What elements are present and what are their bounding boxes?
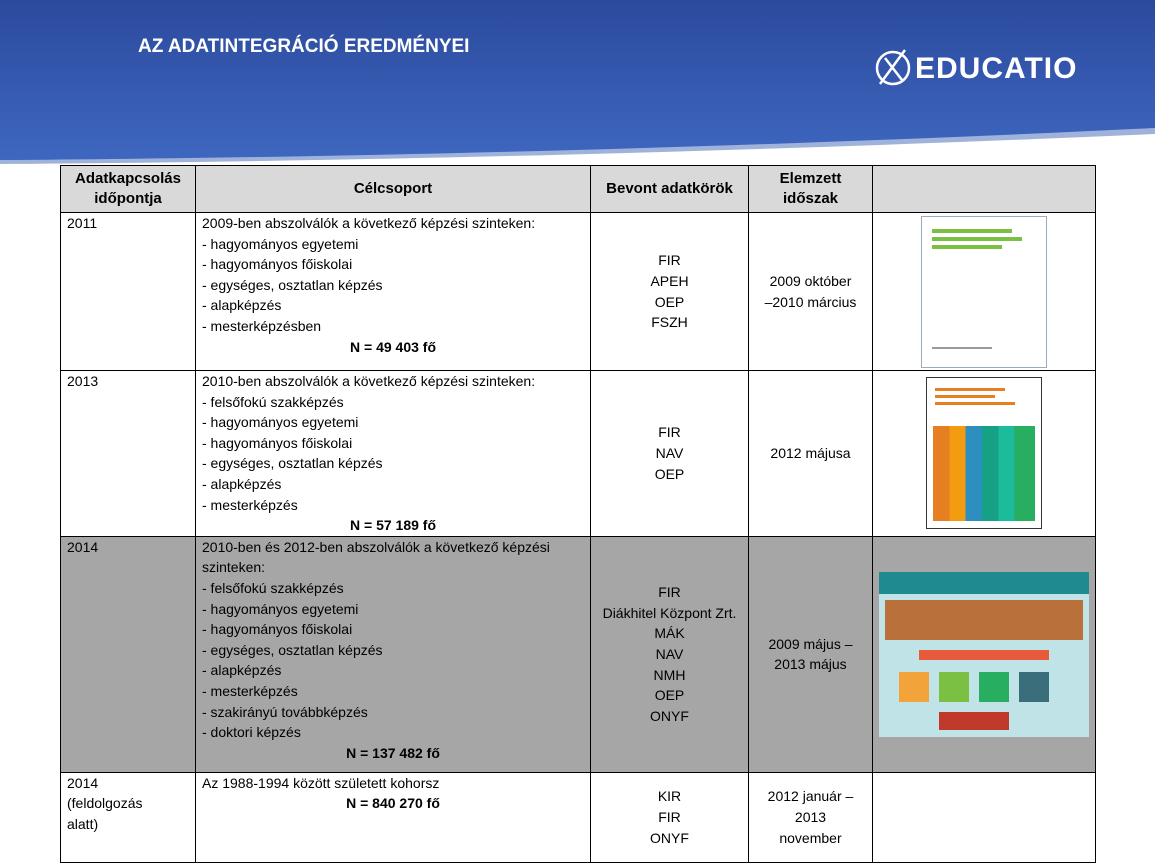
sample-size: N = 57 189 fő [350, 517, 436, 534]
header-background [0, 0, 1155, 165]
source-line: NMH [653, 666, 686, 683]
period-cell: 2009 május – 2013 május [748, 535, 873, 773]
target-line: - alapképzés [202, 297, 282, 314]
period-line: 2009 május – [768, 635, 853, 652]
column-header: Bevont adatkörök [590, 165, 749, 213]
date-cell: 2014 [60, 535, 196, 773]
target-line: - hagyományos egyetemi [202, 414, 359, 431]
target-cell: 2010-ben és 2012-ben abszolválók a követ… [195, 535, 591, 773]
source-line: MÁK [654, 625, 685, 642]
target-cell: Az 1988-1994 között született kohorsz N =… [195, 771, 591, 863]
image-cell [872, 771, 1096, 863]
table-row: 2014 2010-ben és 2012-ben abszolválók a k… [60, 535, 1096, 773]
target-line: 2009-ben abszolválók a következő képzési… [202, 215, 536, 231]
sources-cell: FIR APEH OEP FSZH [590, 212, 749, 371]
results-table: Adatkapcsolás időpontja Célcsoport Bevont … [60, 165, 1096, 863]
source-line: KIR [657, 788, 682, 805]
sample-size: N = 49 403 fő [350, 338, 436, 355]
report-cover [879, 377, 1089, 530]
image-cell [872, 212, 1096, 371]
table-row: 2014 (feldolgozás alatt) Az 1988-1994 közöt… [60, 771, 1096, 863]
target-line: szinteken: [202, 559, 266, 576]
target-line: - hagyományos főiskolai [202, 434, 353, 451]
source-line: OEP [654, 687, 685, 704]
period-line: november [779, 829, 842, 846]
target-line: - alapképzés [202, 475, 282, 492]
column-header-blank [872, 165, 1096, 213]
date-cell: 2011 [60, 212, 196, 371]
table-row: 2011 2009-ben abszolválók a következő kép… [60, 212, 1096, 371]
target-line: - mesterképzés [202, 496, 298, 513]
column-header: Elemzett időszak [748, 165, 873, 213]
target-line: - mesterképzés [202, 682, 298, 699]
target-line: - alapképzés [202, 662, 282, 679]
date-line: 2014 [67, 538, 99, 555]
column-header: Célcsoport [195, 165, 591, 213]
source-line: OEP [654, 293, 685, 310]
target-line: 2010-ben és 2012-ben abszolválók a követ… [202, 538, 550, 555]
date-cell: 2014 (feldolgozás alatt) [60, 771, 196, 863]
source-line: OEP [654, 465, 685, 482]
source-line: FIR [658, 252, 681, 269]
sample-size: N = 137 482 fő [346, 744, 440, 761]
target-line: Az 1988-1994 között született kohorsz [202, 774, 440, 791]
target-line: - egységes, osztatlan képzés [202, 641, 383, 658]
target-cell: 2009-ben abszolválók a következő képzési… [195, 212, 591, 371]
source-line: FIR [658, 424, 681, 441]
period-cell: 2012 májusa [748, 370, 873, 537]
sources-cell: KIR FIR ONYF [590, 771, 749, 863]
sample-size: N = 840 270 fő [346, 795, 440, 812]
date-line: alatt) [67, 815, 99, 832]
target-line: - felsőfokú szakképzés [202, 393, 344, 410]
target-line: - felsőfokú szakképzés [202, 579, 344, 596]
date-cell: 2013 [60, 370, 196, 537]
target-line: - mesterképzésben [202, 317, 322, 334]
period-line: 2012 májusa [770, 445, 851, 462]
source-line: NAV [655, 445, 684, 462]
date-line: (feldolgozás [67, 795, 143, 812]
target-line: - szakirányú továbbképzés [202, 703, 368, 720]
source-line: Diákhitel Központ Zrt. [602, 604, 737, 621]
source-line: ONYF [650, 707, 689, 724]
period-cell: 2009 október –2010 március [748, 212, 873, 371]
target-line: - egységes, osztatlan képzés [202, 455, 383, 472]
target-cell: 2010-ben abszolválók a következő képzési… [195, 370, 591, 537]
target-line: 2010-ben abszolválók a következő képzési… [202, 373, 536, 389]
source-line: NAV [655, 645, 684, 662]
image-cell [872, 370, 1096, 537]
source-line: FIR [658, 808, 681, 825]
report-cover [879, 215, 1089, 368]
period-line: 2012 január – [767, 788, 854, 805]
period-line: 2009 október [769, 272, 852, 289]
period-cell: 2012 január – 2013 november [748, 771, 873, 863]
period-line: 2013 május [774, 656, 847, 673]
header-row: Adatkapcsolás időpontja Célcsoport Bevont … [60, 165, 1096, 213]
date-line: 2014 [67, 774, 99, 791]
column-header: Adatkapcsolás időpontja [60, 165, 196, 213]
slide-title: AZ ADATINTEGRÁCIÓ EREDMÉNYEI [138, 36, 470, 57]
target-line: - hagyományos egyetemi [202, 600, 359, 617]
table-row: 2013 2010-ben abszolválók a következő kép… [60, 370, 1096, 537]
sources-cell: FIR NAV OEP [590, 370, 749, 537]
date-line: 2011 [67, 215, 98, 231]
target-line: - hagyományos főiskolai [202, 621, 353, 638]
source-line: FIR [658, 584, 681, 601]
target-line: - hagyományos egyetemi [202, 235, 359, 252]
date-line: 2013 [67, 373, 99, 389]
sources-cell: FIR Diákhitel Központ Zrt. MÁK NAV NMH OEP ONY… [590, 535, 749, 773]
infographic [879, 571, 1089, 737]
period-line: 2013 [794, 808, 827, 825]
target-line: - hagyományos főiskolai [202, 256, 353, 273]
period-line: –2010 március [764, 293, 857, 310]
source-line: FSZH [651, 314, 688, 331]
source-line: ONYF [650, 829, 689, 846]
image-cell [872, 535, 1096, 773]
logo: EDUCATIO [915, 52, 1078, 85]
target-line: - doktori képzés [202, 724, 301, 741]
source-line: APEH [650, 272, 689, 289]
target-line: - egységes, osztatlan képzés [202, 276, 383, 293]
